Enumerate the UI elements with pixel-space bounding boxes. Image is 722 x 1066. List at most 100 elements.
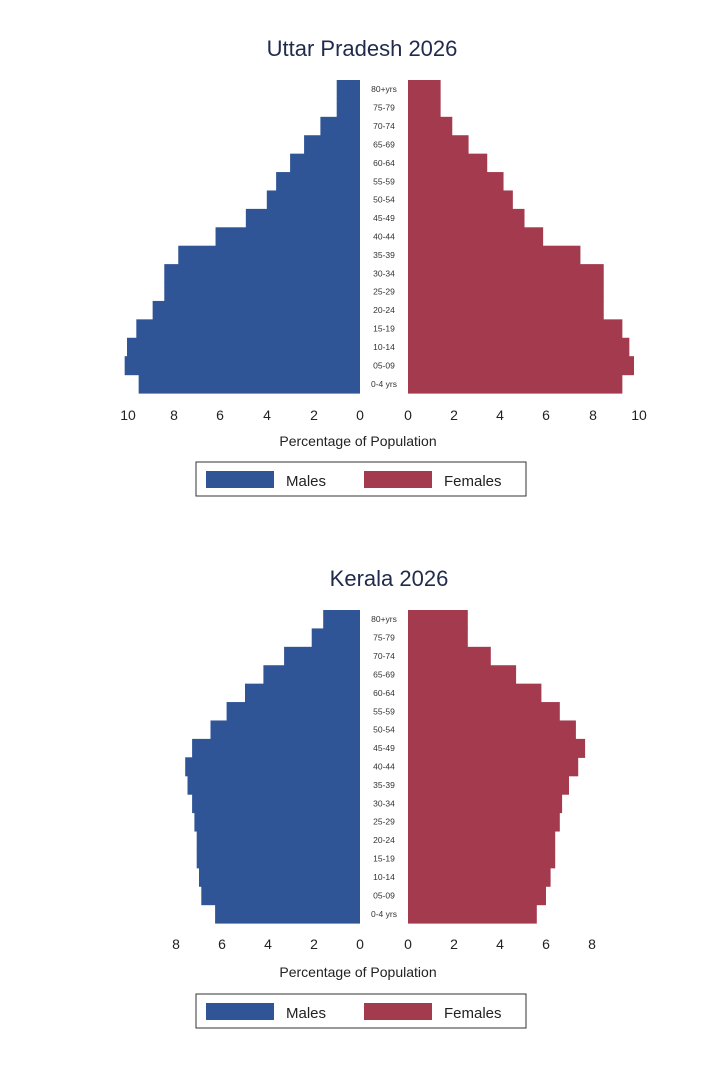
age-label: 15-19 xyxy=(373,854,395,864)
age-label: 70-74 xyxy=(373,121,395,131)
tick-label-left: 0 xyxy=(356,936,364,952)
age-label: 55-59 xyxy=(373,706,395,716)
bar-male-15-19 xyxy=(196,849,360,869)
bar-female-55-59 xyxy=(408,702,560,722)
female-bars xyxy=(408,80,635,394)
bar-female-15-19 xyxy=(408,849,556,869)
bar-female-20-24 xyxy=(408,300,604,320)
tick-label-right: 2 xyxy=(450,407,458,423)
tick-label-right: 10 xyxy=(631,407,647,423)
bar-male-40-44 xyxy=(185,757,360,777)
bar-female-10-14 xyxy=(408,867,551,887)
bar-female-25-29 xyxy=(408,812,560,832)
x-axis-label: Percentage of Population xyxy=(279,964,436,980)
legend-swatch-females xyxy=(364,1003,432,1020)
tick-label-left: 4 xyxy=(263,407,271,423)
bar-male-15-19 xyxy=(136,319,360,339)
age-label: 50-54 xyxy=(373,195,395,205)
bar-female-70-74 xyxy=(408,646,491,666)
bar-male-60-64 xyxy=(245,683,360,703)
age-label: 50-54 xyxy=(373,725,395,735)
bar-female-35-39 xyxy=(408,775,569,795)
male-bars xyxy=(124,80,360,394)
legend-label-females: Females xyxy=(444,473,502,490)
bar-female-75-79 xyxy=(408,98,441,118)
tick-label-right: 8 xyxy=(588,936,596,952)
bar-male-10-14 xyxy=(199,867,360,887)
bar-male-10-14 xyxy=(127,337,360,357)
legend: Males Females xyxy=(195,461,527,497)
bar-male-05-09 xyxy=(124,356,360,376)
age-label: 80+yrs xyxy=(371,614,397,624)
bar-female-80+yrs xyxy=(408,80,441,100)
age-label: 10-14 xyxy=(373,872,395,882)
bar-male-55-59 xyxy=(276,172,360,192)
legend-swatch-males xyxy=(206,1003,274,1020)
age-label: 60-64 xyxy=(373,158,395,168)
tick-label-left: 0 xyxy=(356,407,364,423)
x-axis-label: Percentage of Population xyxy=(279,433,436,449)
bar-female-50-54 xyxy=(408,190,513,210)
age-label: 10-14 xyxy=(373,342,395,352)
age-label: 20-24 xyxy=(373,835,395,845)
x-axis-ticks: 10 8 6 4 2 0 0 2 4 6 8 10 xyxy=(120,407,647,423)
tick-label-right: 8 xyxy=(589,407,597,423)
age-label: 05-09 xyxy=(373,360,395,370)
tick-label-right: 6 xyxy=(542,936,550,952)
legend-label-females: Females xyxy=(444,1005,502,1022)
bar-female-30-34 xyxy=(408,264,604,284)
chart-title: Uttar Pradesh 2026 xyxy=(267,36,458,61)
tick-label-left: 2 xyxy=(310,407,318,423)
tick-label-right: 4 xyxy=(496,936,504,952)
age-label: 40-44 xyxy=(373,762,395,772)
tick-label-left: 6 xyxy=(218,936,226,952)
age-label: 0-4 yrs xyxy=(371,379,397,389)
tick-label-right: 2 xyxy=(450,936,458,952)
bar-male-75-79 xyxy=(336,98,360,118)
bar-female-80+yrs xyxy=(408,610,468,630)
bar-male-45-49 xyxy=(245,208,360,228)
male-bars xyxy=(185,610,360,924)
pyramid-uttar-pradesh: Uttar Pradesh 2026 80+yrs 75-79 70-74 65-69… xyxy=(120,36,647,497)
tick-label-left: 8 xyxy=(170,407,178,423)
bar-male-80+yrs xyxy=(336,80,360,100)
tick-label-right: 4 xyxy=(496,407,504,423)
bar-female-10-14 xyxy=(408,337,630,357)
bar-female-40-44 xyxy=(408,757,579,777)
bar-female-60-64 xyxy=(408,683,542,703)
age-label: 30-34 xyxy=(373,798,395,808)
legend-label-males: Males xyxy=(286,1005,326,1022)
bar-female-65-69 xyxy=(408,135,469,155)
age-label: 35-39 xyxy=(373,780,395,790)
age-label: 0-4 yrs xyxy=(371,909,397,919)
legend: Males Females xyxy=(195,993,527,1029)
age-label: 25-29 xyxy=(373,817,395,827)
age-group-labels: 80+yrs 75-79 70-74 65-69 60-64 55-59 50-54 45-4… xyxy=(371,614,397,919)
bar-female-45-49 xyxy=(408,208,525,228)
age-label: 05-09 xyxy=(373,890,395,900)
bar-female-0-4 yrs xyxy=(408,374,623,394)
x-axis-ticks: 8 6 4 2 0 0 2 4 6 8 xyxy=(172,936,596,952)
bar-female-70-74 xyxy=(408,116,453,136)
bar-male-35-39 xyxy=(187,775,360,795)
age-label: 45-49 xyxy=(373,743,395,753)
age-label: 45-49 xyxy=(373,213,395,223)
legend-swatch-males xyxy=(206,471,274,488)
tick-label-right: 6 xyxy=(542,407,550,423)
age-label: 80+yrs xyxy=(371,84,397,94)
age-label: 40-44 xyxy=(373,232,395,242)
bar-male-20-24 xyxy=(196,830,360,850)
age-label: 65-69 xyxy=(373,669,395,679)
bar-male-25-29 xyxy=(194,812,360,832)
bar-male-50-54 xyxy=(266,190,360,210)
bar-female-55-59 xyxy=(408,172,504,192)
bar-female-25-29 xyxy=(408,282,604,302)
bar-male-45-49 xyxy=(192,738,360,758)
bar-female-35-39 xyxy=(408,245,581,265)
tick-label-left: 6 xyxy=(216,407,224,423)
age-label: 20-24 xyxy=(373,305,395,315)
bar-female-15-19 xyxy=(408,319,623,339)
bar-female-30-34 xyxy=(408,794,563,814)
female-bars xyxy=(408,610,586,924)
